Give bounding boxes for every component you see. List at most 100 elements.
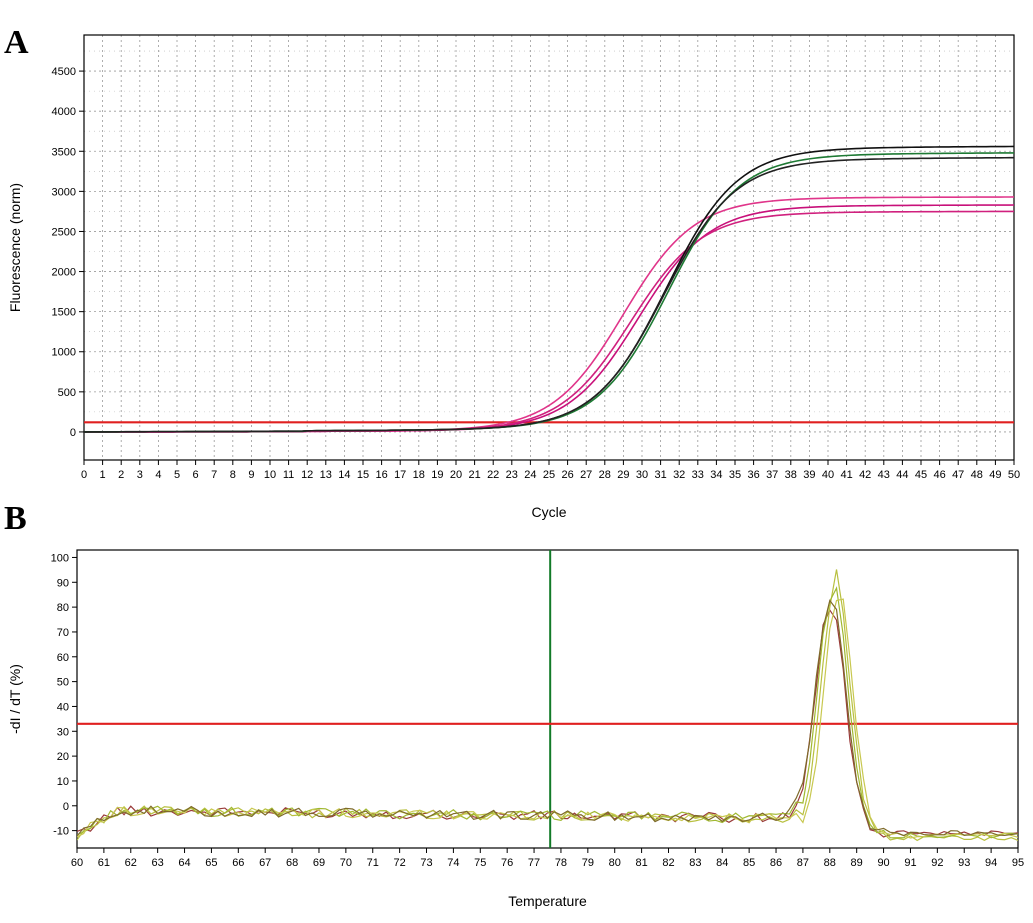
- x-tick-label: 70: [340, 857, 352, 869]
- x-tick-label: 44: [896, 469, 908, 481]
- panel-a-label: A: [4, 24, 29, 61]
- x-tick-label: 92: [931, 857, 943, 869]
- plot-frame: [76, 549, 1019, 849]
- y-tick-label: 90: [57, 577, 69, 589]
- y-tick-label: 10: [57, 776, 69, 788]
- x-tick-label: 30: [636, 469, 648, 481]
- x-tick-label: 50: [1008, 469, 1020, 481]
- x-tick-label: 35: [729, 469, 741, 481]
- y-axis-title: Fluorescence (norm): [7, 183, 23, 312]
- y-tick-label: 3500: [52, 146, 76, 158]
- x-tick-label: 67: [259, 857, 271, 869]
- x-tick-label: 49: [989, 469, 1001, 481]
- x-tick-label: 80: [609, 857, 621, 869]
- x-tick-label: 22: [487, 469, 499, 481]
- y-tick-label: 1000: [52, 347, 76, 359]
- y-tick-label: 1500: [52, 307, 76, 319]
- x-tick-label: 36: [747, 469, 759, 481]
- x-tick-label: 74: [447, 857, 459, 869]
- x-tick-label: 28: [599, 469, 611, 481]
- y-tick-label: 0: [63, 801, 69, 813]
- x-tick-label: 17: [394, 469, 406, 481]
- x-tick-label: 32: [673, 469, 685, 481]
- x-axis-title: Cycle: [531, 504, 566, 520]
- x-tick-label: 25: [543, 469, 555, 481]
- x-tick-label: 16: [375, 469, 387, 481]
- x-tick-label: 11: [283, 469, 294, 481]
- x-tick-label: 89: [851, 857, 863, 869]
- y-tick-label: 80: [57, 602, 69, 614]
- x-tick-label: 81: [635, 857, 647, 869]
- x-tick-label: 13: [320, 469, 332, 481]
- x-tick-label: 2: [118, 469, 124, 481]
- x-tick-label: 84: [716, 857, 728, 869]
- x-tick-label: 0: [81, 469, 87, 481]
- melt-series-line: [77, 598, 1018, 839]
- x-tick-label: 29: [617, 469, 629, 481]
- x-tick-label: 34: [710, 469, 722, 481]
- x-tick-label: 21: [468, 469, 480, 481]
- amplification-chart: 0 1 2 3 4 5 6 7 8 9 10 11 12 13 14 15 16 17 18 19 20 21 22 23 24…: [7, 34, 1020, 520]
- melt-series-line: [77, 599, 1018, 837]
- y-tick-label: 500: [58, 387, 76, 399]
- x-tick-label: 63: [152, 857, 164, 869]
- amplification-series-line: [84, 204, 1014, 433]
- y-axis-title: -dI / dT (%): [7, 664, 23, 734]
- x-tick-label: 76: [501, 857, 513, 869]
- x-tick-label: 27: [580, 469, 592, 481]
- x-tick-label: 46: [933, 469, 945, 481]
- y-tick-label: 0: [70, 427, 76, 439]
- x-tick-label: 26: [561, 469, 573, 481]
- x-tick-label: 73: [420, 857, 432, 869]
- x-tick-label: 82: [662, 857, 674, 869]
- y-tick-label: 70: [57, 627, 69, 639]
- x-tick-label: 91: [904, 857, 916, 869]
- y-tick-label: 40: [57, 701, 69, 713]
- panel-b-label: B: [4, 500, 27, 537]
- x-tick-label: 38: [785, 469, 797, 481]
- x-tick-label: 40: [822, 469, 834, 481]
- x-tick-label: 90: [877, 857, 889, 869]
- melt-curve-chart: 60 61 62 63 64 65 66 67 68 69 70 71 72 73 74 75 76 77 78 79…: [7, 549, 1024, 909]
- y-tick-label: 2500: [52, 226, 76, 238]
- x-tick-label: 12: [301, 469, 313, 481]
- x-tick-label: 77: [528, 857, 540, 869]
- x-tick-label: 69: [313, 857, 325, 869]
- y-tick-label: 50: [57, 677, 69, 689]
- x-axis-title: Temperature: [508, 893, 587, 909]
- x-tick-label: 72: [394, 857, 406, 869]
- x-tick-label: 85: [743, 857, 755, 869]
- y-tick-label: 30: [57, 726, 69, 738]
- x-tick-label: 88: [824, 857, 836, 869]
- y-tick-label: 4000: [52, 106, 76, 118]
- x-tick-label: 48: [971, 469, 983, 481]
- x-tick-label: 37: [766, 469, 778, 481]
- x-tick-label: 18: [413, 469, 425, 481]
- y-tick-label: -10: [53, 826, 69, 838]
- melt-series-line: [77, 586, 1018, 839]
- x-tick-label: 65: [205, 857, 217, 869]
- x-tick-label: 94: [985, 857, 997, 869]
- x-tick-label: 87: [797, 857, 809, 869]
- x-tick-label: 86: [770, 857, 782, 869]
- x-tick-label: 23: [506, 469, 518, 481]
- x-tick-label: 61: [98, 857, 110, 869]
- x-tick-label: 64: [178, 857, 190, 869]
- y-tick-label: 20: [57, 751, 69, 763]
- x-tick-label: 19: [431, 469, 443, 481]
- y-tick-label: 60: [57, 652, 69, 664]
- x-tick-label: 39: [803, 469, 815, 481]
- y-tick-label: 3000: [52, 186, 76, 198]
- melt-series-line: [77, 569, 1018, 842]
- amplification-series-line: [84, 145, 1014, 433]
- x-tick-label: 20: [450, 469, 462, 481]
- y-tick-label: 2000: [52, 267, 76, 279]
- x-tick-label: 71: [367, 857, 379, 869]
- x-tick-label: 3: [137, 469, 143, 481]
- x-tick-label: 7: [211, 469, 217, 481]
- x-tick-label: 4: [155, 469, 161, 481]
- x-tick-label: 14: [338, 469, 350, 481]
- x-tick-label: 31: [654, 469, 666, 481]
- x-tick-label: 47: [952, 469, 964, 481]
